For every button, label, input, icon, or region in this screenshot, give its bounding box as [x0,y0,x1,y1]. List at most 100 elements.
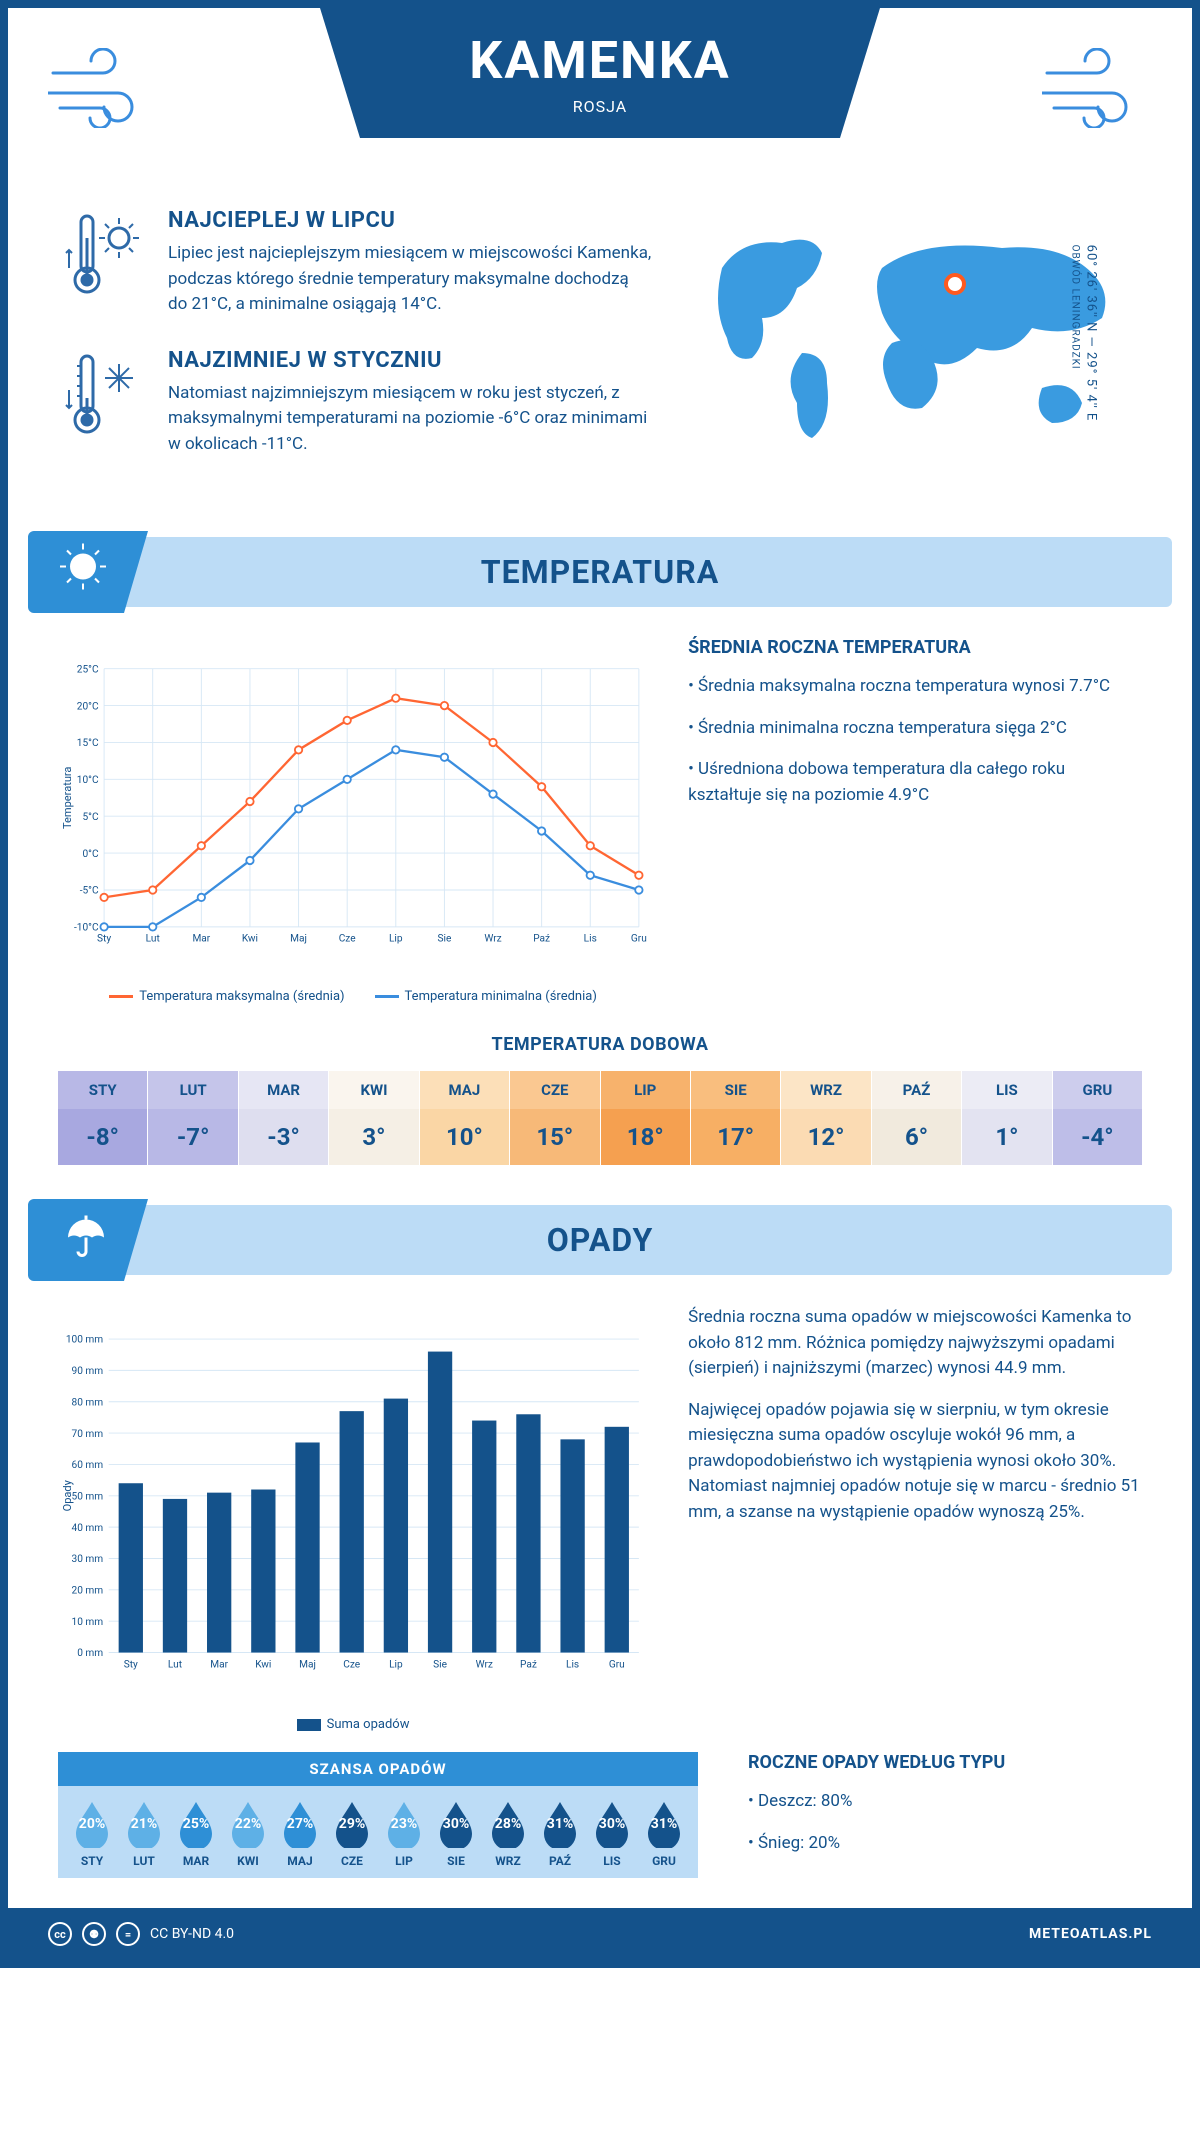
svg-text:Gru: Gru [631,934,647,945]
title-banner: KAMENKA ROSJA [360,8,840,138]
temperature-legend: Temperatura maksymalna (średnia) Tempera… [58,989,648,1004]
hottest-block: NAJCIEPLEJ W LIPCU Lipiec jest najcieple… [58,208,652,318]
thermometer-hot-icon [58,208,148,298]
svg-text:Maj: Maj [299,1659,316,1670]
svg-text:Maj: Maj [290,934,307,945]
section-title: OPADY [547,1221,654,1259]
chance-cell: 25% MAR [170,1800,222,1868]
daily-cell: LIS 1° [962,1071,1052,1165]
country-name: ROSJA [573,97,627,116]
chance-cell: 31% GRU [638,1800,690,1868]
daily-temp-title: TEMPERATURA DOBOWA [8,1034,1192,1055]
svg-text:Lut: Lut [146,934,160,945]
svg-text:90 mm: 90 mm [72,1366,104,1377]
hottest-text: Lipiec jest najcieplejszym miesiącem w m… [168,241,652,318]
svg-text:70 mm: 70 mm [72,1429,104,1440]
svg-text:Lis: Lis [566,1659,579,1670]
cc-icon: cc [48,1922,72,1946]
temperature-summary: ŚREDNIA ROCZNA TEMPERATURA • Średnia mak… [688,637,1142,1004]
svg-text:20 mm: 20 mm [72,1586,104,1597]
svg-text:60 mm: 60 mm [72,1460,104,1471]
svg-text:Kwi: Kwi [255,1659,271,1670]
location-marker [944,273,966,295]
daily-cell: LUT -7° [148,1071,238,1165]
chance-cell: 21% LUT [118,1800,170,1868]
svg-text:Mar: Mar [192,934,210,945]
daily-cell: SIE 17° [691,1071,781,1165]
svg-text:100 mm: 100 mm [66,1335,103,1346]
site-name: METEOATLAS.PL [1029,1926,1152,1942]
coldest-block: NAJZIMNIEJ W STYCZNIU Natomiast najzimni… [58,348,652,458]
svg-text:10°C: 10°C [77,775,99,786]
hottest-title: NAJCIEPLEJ W LIPCU [168,208,652,233]
chance-cell: 20% STY [66,1800,118,1868]
chance-cell: 29% CZE [326,1800,378,1868]
chance-cell: 30% SIE [430,1800,482,1868]
coldest-title: NAJZIMNIEJ W STYCZNIU [168,348,652,373]
wind-icon [48,48,158,143]
svg-text:-5°C: -5°C [80,886,99,897]
svg-text:Cze: Cze [343,1659,360,1670]
svg-text:25°C: 25°C [77,664,99,675]
svg-text:Lis: Lis [584,934,597,945]
world-map: 60° 26' 36'' N — 29° 5' 4'' EOBWÓD LENIN… [692,208,1142,458]
chance-cell: 22% KWI [222,1800,274,1868]
chance-cell: 30% LIS [586,1800,638,1868]
svg-text:20°C: 20°C [77,701,99,712]
rain-chance-box: SZANSA OPADÓW 20% STY 21% LUT 25% MAR 22… [58,1752,698,1878]
svg-text:Gru: Gru [609,1659,625,1670]
daily-temp-table: STY -8° LUT -7° MAR -3° KWI 3° MAJ 10° C… [58,1071,1142,1165]
daily-cell: CZE 15° [510,1071,600,1165]
by-icon: ⚉ [82,1922,106,1946]
svg-text:Temperatura: Temperatura [61,767,74,829]
footer: cc ⚉ = CC BY-ND 4.0 METEOATLAS.PL [8,1908,1192,1960]
header: KAMENKA ROSJA [8,8,1192,178]
svg-text:0°C: 0°C [82,849,98,860]
svg-text:Kwi: Kwi [242,934,258,945]
daily-cell: WRZ 12° [781,1071,871,1165]
svg-text:5°C: 5°C [82,812,98,823]
svg-text:Cze: Cze [339,934,356,945]
svg-text:0 mm: 0 mm [77,1648,103,1659]
chance-cell: 31% PAŹ [534,1800,586,1868]
svg-text:Mar: Mar [210,1659,228,1670]
umbrella-icon [58,1210,108,1271]
coordinates: 60° 26' 36'' N — 29° 5' 4'' EOBWÓD LENIN… [1069,245,1099,422]
svg-text:Paź: Paź [533,934,550,945]
svg-text:Sie: Sie [437,934,451,945]
wind-icon [1042,48,1152,143]
svg-text:Sty: Sty [97,934,111,945]
chance-cell: 28% WRZ [482,1800,534,1868]
daily-cell: LIP 18° [601,1071,691,1165]
section-title: TEMPERATURA [481,553,719,591]
daily-cell: KWI 3° [329,1071,419,1165]
precip-legend: Suma opadów [58,1717,648,1732]
nd-icon: = [116,1922,140,1946]
svg-text:50 mm: 50 mm [72,1491,104,1502]
sun-icon [58,542,108,603]
chance-cell: 23% LIP [378,1800,430,1868]
thermometer-cold-icon [58,348,148,438]
precip-summary: Średnia roczna suma opadów w miejscowośc… [688,1305,1142,1732]
section-header-temperature: TEMPERATURA [28,537,1172,607]
city-name: KAMENKA [469,30,730,91]
info-section: NAJCIEPLEJ W LIPCU Lipiec jest najcieple… [8,178,1192,517]
svg-text:Lip: Lip [389,934,403,945]
temperature-chart: -10°C -5°C 0°C 5°C 10°C 15°C 20°C 25°C Sty Lut Mar… [58,637,648,1004]
daily-cell: STY -8° [58,1071,148,1165]
svg-text:Wrz: Wrz [484,934,501,945]
svg-text:15°C: 15°C [77,738,99,749]
chance-cell: 27% MAJ [274,1800,326,1868]
daily-cell: PAŹ 6° [872,1071,962,1165]
svg-text:40 mm: 40 mm [72,1523,104,1534]
daily-cell: MAJ 10° [420,1071,510,1165]
svg-text:Lip: Lip [389,1659,403,1670]
svg-text:Opady: Opady [61,1479,74,1511]
svg-text:30 mm: 30 mm [72,1554,104,1565]
svg-text:10 mm: 10 mm [72,1617,104,1628]
svg-text:80 mm: 80 mm [72,1397,104,1408]
precipitation-chart: 0 mm 10 mm 20 mm 30 mm 40 mm 50 mm 60 mm 70 mm 8… [58,1305,648,1732]
daily-cell: MAR -3° [239,1071,329,1165]
svg-text:-10°C: -10°C [74,923,99,934]
svg-text:Sie: Sie [433,1659,447,1670]
